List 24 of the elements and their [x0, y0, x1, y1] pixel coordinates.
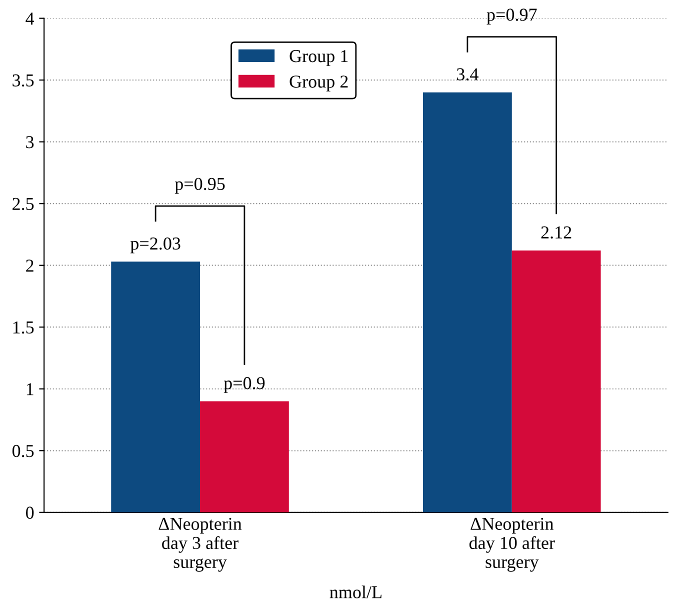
- y-tick-label: 2.5: [12, 198, 34, 210]
- data-label: 3.4: [457, 68, 478, 80]
- y-tick-label: 1.5: [13, 321, 34, 334]
- data-label: p=2.03: [130, 237, 180, 254]
- annotation: p=0.95: [174, 178, 225, 194]
- legend-label: Group 1: [290, 50, 348, 66]
- annotation: p=0.97: [486, 8, 537, 24]
- y-tick-label: 0.5: [12, 444, 34, 458]
- y-tick-label: 2: [26, 260, 34, 272]
- data-label: 2.12: [541, 226, 572, 239]
- y-tick-label: 3.5: [12, 74, 34, 87]
- y-tick-label: 0: [26, 506, 34, 519]
- bar: [111, 262, 200, 512]
- y-tick-label: 1: [26, 383, 34, 396]
- bar: [200, 401, 289, 512]
- y-tick-label: 3: [26, 136, 34, 148]
- y-tick-label: 4: [26, 12, 34, 25]
- data-label: p=0.9: [224, 377, 265, 393]
- legend-label: Group 2: [290, 76, 348, 92]
- x-axis-title: nmol/L: [330, 586, 382, 598]
- bar: [512, 250, 601, 512]
- bar: [423, 92, 512, 512]
- x-tick-label: ΔNeopterin day 3 after surgery: [158, 518, 242, 572]
- x-tick-label: ΔNeopterin day 10 after surgery: [469, 518, 555, 572]
